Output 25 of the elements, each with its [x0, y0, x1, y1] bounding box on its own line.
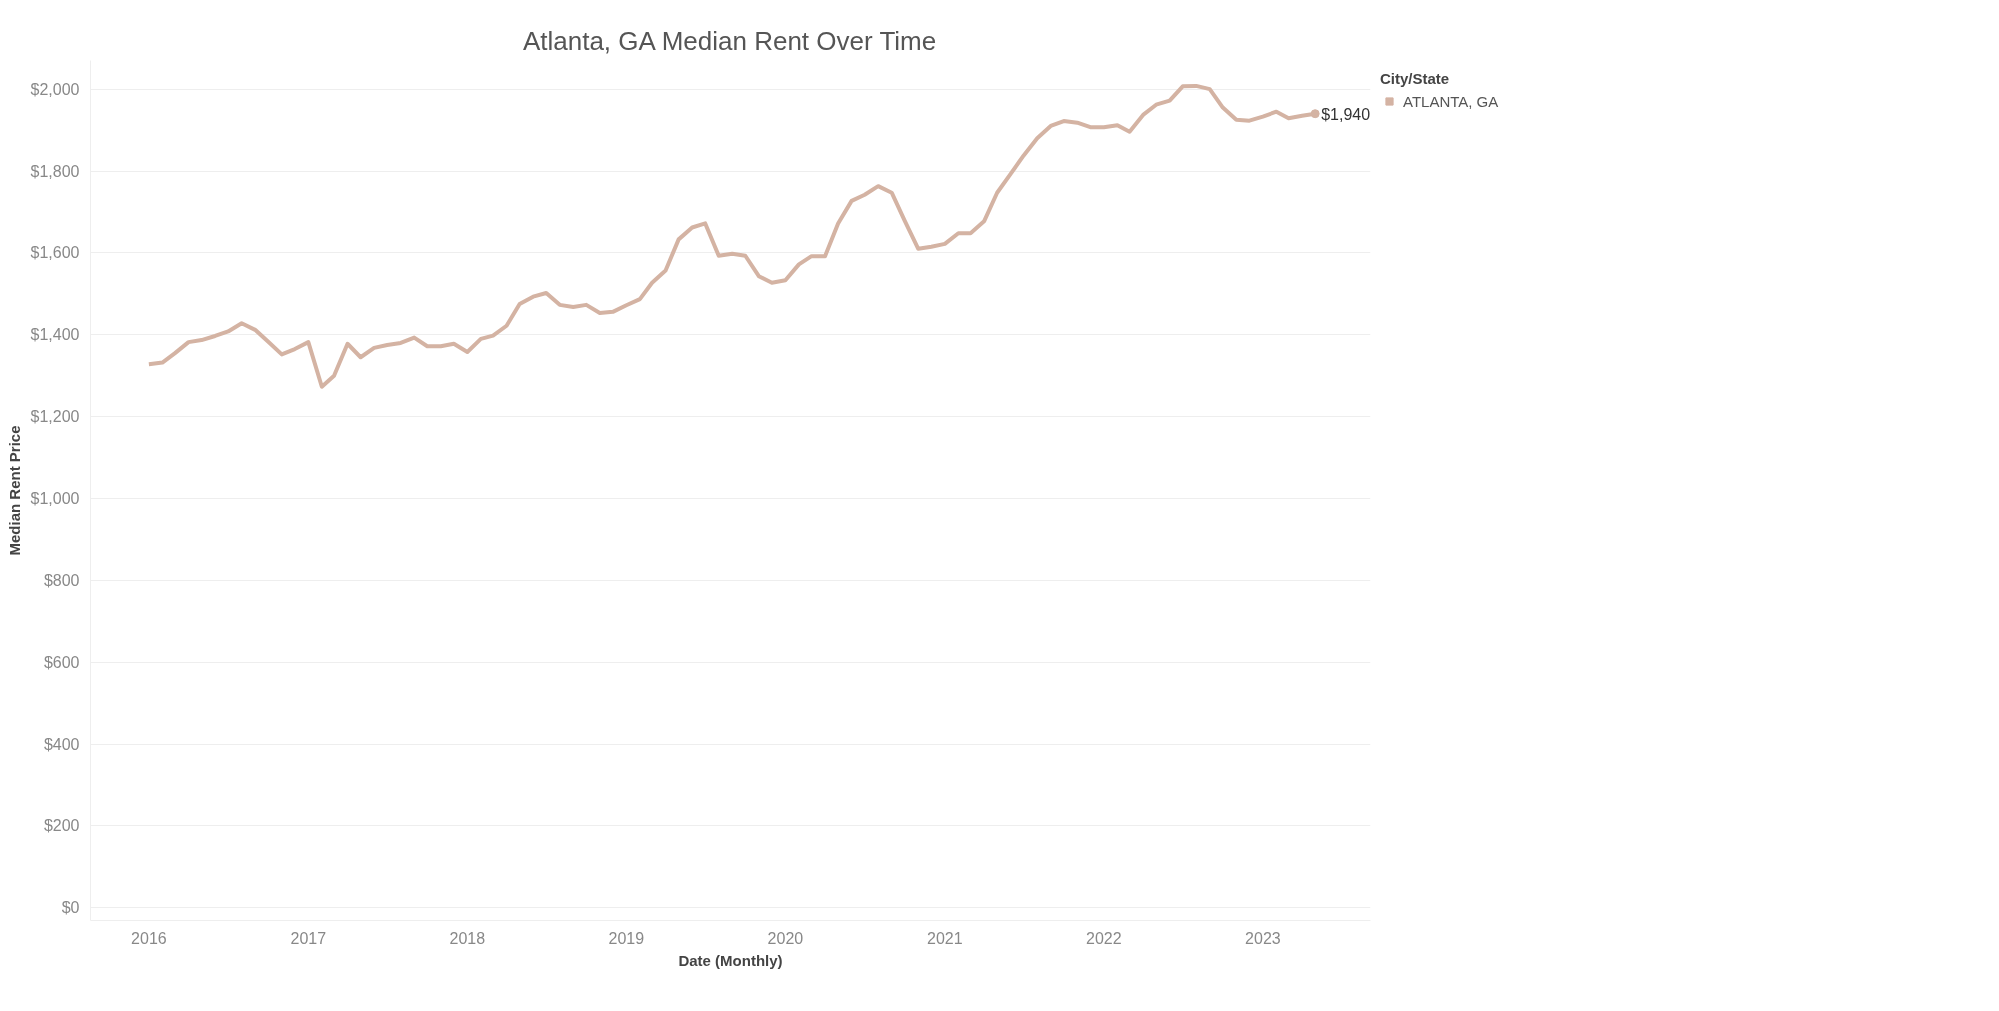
legend-title: City/State [1380, 70, 1451, 87]
x-tick-label: 2020 [767, 929, 804, 947]
x-tick-label: 2022 [1086, 929, 1122, 947]
x-tick-label: 2023 [1245, 929, 1281, 947]
y-tick-label: $2,000 [30, 80, 80, 98]
y-tick-label: $600 [43, 653, 80, 671]
x-tick-label: 2019 [608, 929, 645, 947]
y-tick-label: $1,200 [30, 408, 80, 426]
y-tick-label: $1,600 [30, 244, 80, 262]
chart-title: Atlanta, GA Median Rent Over Time [522, 25, 937, 56]
y-tick-label: $200 [43, 817, 80, 835]
y-axis-title: Median Rent Price [5, 425, 23, 556]
x-tick-label: 2018 [449, 929, 486, 947]
y-tick-label: $1,000 [30, 489, 80, 507]
x-tick-label: 2016 [131, 929, 167, 947]
x-tick-label: 2017 [290, 929, 327, 947]
y-tick-label: $0 [61, 899, 80, 917]
y-tick-label: $800 [43, 571, 80, 589]
x-tick-label: 2021 [927, 929, 963, 947]
legend-label: ATLANTA, GA [1403, 92, 1499, 110]
x-axis-title: Date (Monthly) [678, 951, 783, 969]
y-tick-label: $1,800 [30, 162, 80, 180]
annotation: $1,940 [1321, 105, 1371, 123]
y-tick-label: $400 [43, 735, 80, 753]
y-tick-label: $1,400 [30, 326, 80, 344]
